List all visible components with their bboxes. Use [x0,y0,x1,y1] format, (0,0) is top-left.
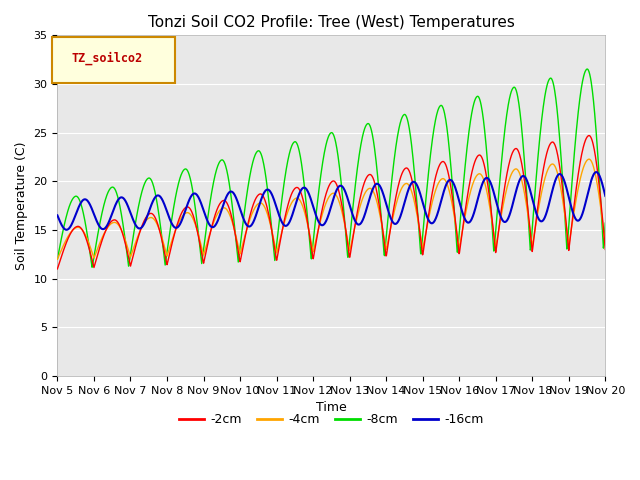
Text: TZ_soilco2: TZ_soilco2 [71,52,142,65]
Legend: -2cm, -4cm, -8cm, -16cm: -2cm, -4cm, -8cm, -16cm [174,408,488,431]
Title: Tonzi Soil CO2 Profile: Tree (West) Temperatures: Tonzi Soil CO2 Profile: Tree (West) Temp… [148,15,515,30]
FancyBboxPatch shape [52,37,175,83]
X-axis label: Time: Time [316,401,347,414]
Y-axis label: Soil Temperature (C): Soil Temperature (C) [15,142,28,270]
